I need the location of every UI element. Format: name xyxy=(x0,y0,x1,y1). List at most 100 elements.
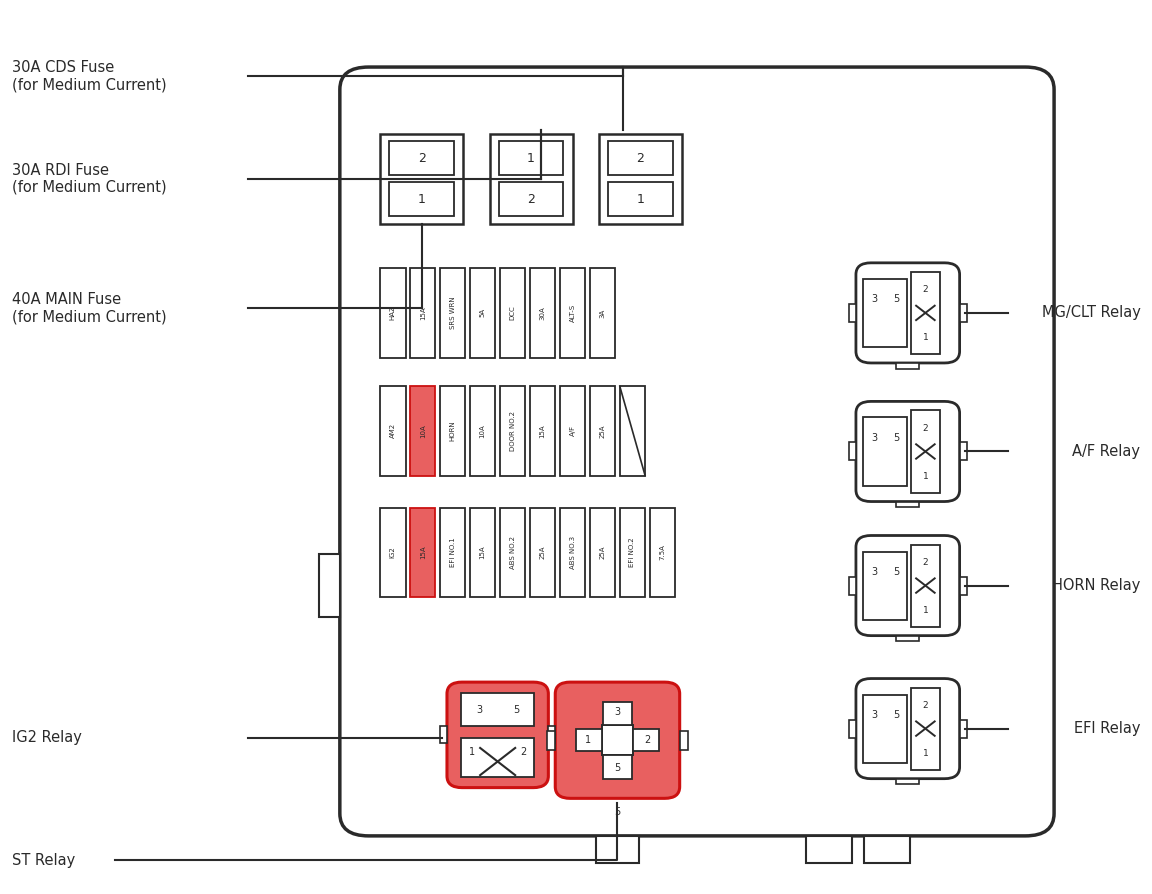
Text: ST Relay: ST Relay xyxy=(12,853,75,867)
Text: 15A: 15A xyxy=(479,545,486,560)
Text: 5: 5 xyxy=(893,710,899,720)
Bar xyxy=(849,304,856,322)
Bar xyxy=(499,141,563,175)
Text: 5: 5 xyxy=(614,807,621,817)
Text: 1: 1 xyxy=(923,333,929,342)
Bar xyxy=(590,508,615,597)
Text: 2: 2 xyxy=(923,424,929,433)
Text: 5: 5 xyxy=(893,294,899,304)
Bar xyxy=(440,727,447,743)
Bar xyxy=(911,272,940,354)
Bar xyxy=(620,386,645,476)
Bar xyxy=(960,577,967,595)
Bar xyxy=(864,836,910,863)
Text: HORN Relay: HORN Relay xyxy=(1052,578,1140,593)
Bar xyxy=(911,544,940,627)
Bar xyxy=(608,182,673,216)
Bar xyxy=(960,443,967,460)
Bar xyxy=(500,268,525,358)
Text: 1: 1 xyxy=(923,749,929,758)
Bar xyxy=(560,386,585,476)
Text: 15A: 15A xyxy=(419,306,426,320)
Bar xyxy=(470,268,495,358)
FancyBboxPatch shape xyxy=(856,679,960,779)
Text: A/F Relay: A/F Relay xyxy=(1073,444,1140,459)
Text: 3A: 3A xyxy=(599,308,606,317)
Bar xyxy=(440,386,465,476)
Text: 5: 5 xyxy=(893,433,899,443)
Text: 5: 5 xyxy=(513,704,520,714)
Bar xyxy=(849,720,856,738)
Bar xyxy=(602,702,632,725)
Bar xyxy=(530,386,555,476)
Bar xyxy=(590,386,615,476)
Text: 15A: 15A xyxy=(419,545,426,560)
Bar xyxy=(596,836,639,863)
Text: 40A MAIN Fuse
(for Medium Current): 40A MAIN Fuse (for Medium Current) xyxy=(12,292,166,325)
Text: 15A: 15A xyxy=(539,424,546,438)
Bar xyxy=(560,268,585,358)
Text: 1: 1 xyxy=(923,606,929,615)
Text: 1: 1 xyxy=(923,472,929,481)
Bar xyxy=(863,695,907,763)
Text: 30A: 30A xyxy=(539,306,546,320)
Text: 5: 5 xyxy=(614,763,621,773)
Text: 3: 3 xyxy=(871,433,877,443)
Bar xyxy=(650,508,675,597)
Bar xyxy=(960,720,967,738)
Bar xyxy=(389,141,454,175)
Bar xyxy=(490,134,573,224)
Bar xyxy=(911,687,940,770)
Text: 1: 1 xyxy=(418,193,425,206)
Bar xyxy=(896,363,919,368)
Bar xyxy=(380,134,463,224)
Bar xyxy=(500,386,525,476)
FancyBboxPatch shape xyxy=(856,401,960,502)
Text: 30A CDS Fuse
(for Medium Current): 30A CDS Fuse (for Medium Current) xyxy=(12,60,166,92)
Text: DOOR NO.2: DOOR NO.2 xyxy=(509,411,516,451)
Text: 2: 2 xyxy=(923,285,929,294)
Bar xyxy=(380,508,406,597)
Text: 3: 3 xyxy=(477,704,483,714)
Bar xyxy=(896,502,919,507)
Bar xyxy=(380,386,406,476)
Text: IG2 Relay: IG2 Relay xyxy=(12,730,82,745)
Text: 25A: 25A xyxy=(539,545,546,560)
Bar xyxy=(590,268,615,358)
Bar xyxy=(319,554,340,617)
Text: EFI NO.1: EFI NO.1 xyxy=(449,537,456,568)
Bar xyxy=(960,304,967,322)
Text: HAZ: HAZ xyxy=(389,306,396,320)
Text: EFI Relay: EFI Relay xyxy=(1074,721,1140,736)
Text: 10A: 10A xyxy=(479,424,486,438)
FancyBboxPatch shape xyxy=(555,682,680,798)
Bar xyxy=(602,755,632,779)
FancyBboxPatch shape xyxy=(340,67,1054,836)
Text: 3: 3 xyxy=(614,707,621,717)
Bar xyxy=(806,836,852,863)
Text: A/F: A/F xyxy=(569,426,576,436)
Bar xyxy=(461,738,535,777)
Bar xyxy=(634,730,659,751)
Bar xyxy=(608,141,673,175)
Text: 3: 3 xyxy=(871,294,877,304)
FancyBboxPatch shape xyxy=(856,263,960,363)
Text: HORN: HORN xyxy=(449,420,456,442)
Bar xyxy=(548,727,555,743)
Bar xyxy=(896,779,919,784)
Bar xyxy=(440,508,465,597)
Bar xyxy=(599,134,682,224)
Text: 5A: 5A xyxy=(479,308,486,317)
Bar xyxy=(576,730,601,751)
Bar xyxy=(546,731,555,749)
Bar xyxy=(500,508,525,597)
Bar xyxy=(680,731,689,749)
Text: MG/CLT Relay: MG/CLT Relay xyxy=(1041,306,1140,320)
Text: SRS WRN: SRS WRN xyxy=(449,297,456,329)
Text: 1: 1 xyxy=(584,735,591,746)
Text: 2: 2 xyxy=(528,193,535,206)
Text: 25A: 25A xyxy=(599,424,606,438)
Text: 2: 2 xyxy=(418,152,425,164)
Text: 10A: 10A xyxy=(419,424,426,438)
Bar xyxy=(410,268,435,358)
